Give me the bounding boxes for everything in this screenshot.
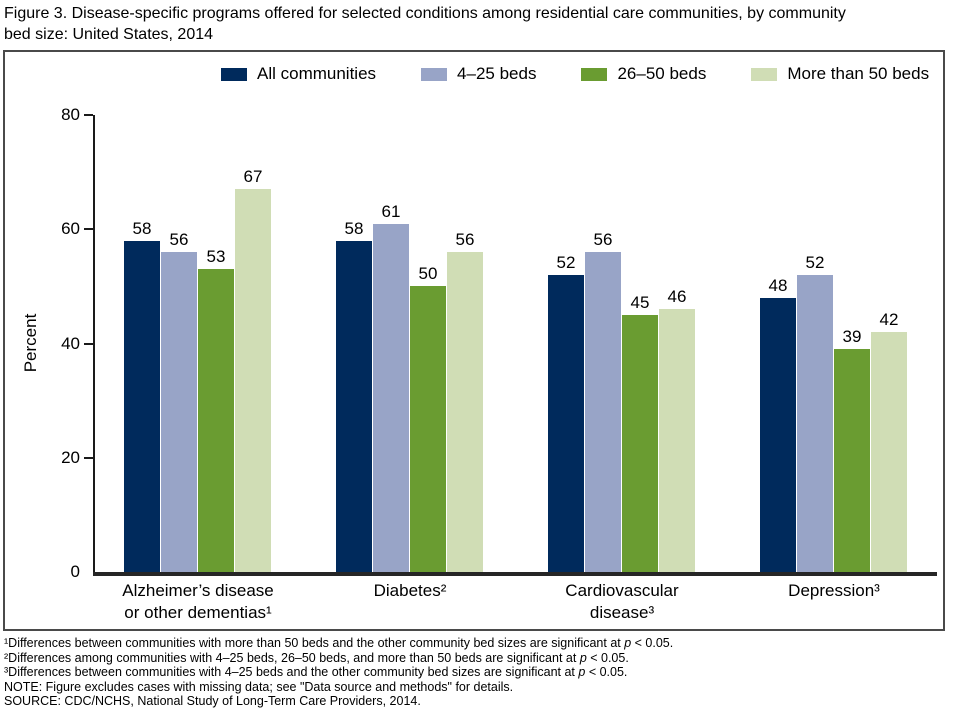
legend-item: 4–25 beds	[421, 64, 536, 84]
bar-column: 46	[659, 115, 695, 572]
bar-column: 58	[124, 115, 160, 572]
footnote-line: SOURCE: CDC/NCHS, National Study of Long…	[4, 694, 421, 708]
legend-swatch-icon	[581, 67, 608, 81]
bar-value-label: 58	[132, 218, 152, 238]
bar-column: 52	[797, 115, 833, 572]
legend-label: 26–50 beds	[617, 64, 707, 83]
bar-value-label: 39	[842, 327, 862, 347]
bar-value-label: 50	[418, 264, 438, 284]
bar-value-label: 42	[879, 310, 899, 330]
bar-column: 56	[447, 115, 483, 572]
figure-title-line2: bed size: United States, 2014	[4, 26, 214, 43]
figure-title-line1: Figure 3. Disease-specific programs offe…	[4, 5, 846, 22]
bar	[198, 269, 234, 572]
bar	[235, 189, 271, 572]
bar	[124, 240, 160, 572]
legend-item: All communities	[221, 64, 376, 84]
bar-value-label: 67	[243, 167, 263, 187]
bar-value-label: 56	[455, 230, 475, 250]
bar	[410, 286, 446, 572]
bar	[373, 223, 409, 572]
y-axis-line	[93, 115, 95, 574]
x-category-label: Alzheimer’s disease or other dementias¹	[122, 581, 274, 622]
bar-column: 48	[760, 115, 796, 572]
y-tick-mark	[84, 456, 93, 459]
y-tick-label: 60	[61, 219, 80, 239]
legend-label: More than 50 beds	[787, 64, 930, 83]
y-tick-label: 80	[61, 105, 80, 124]
bar-column: 58	[336, 115, 372, 572]
bar	[447, 252, 483, 572]
footnote-line: NOTE: Figure excludes cases with missing…	[4, 679, 514, 694]
bar-value-label: 48	[768, 275, 788, 295]
x-category-label: Depression³	[788, 581, 880, 600]
bar-column: 50	[410, 115, 446, 572]
bar	[834, 349, 870, 572]
y-tick-mark	[84, 228, 93, 231]
bar-group: 58 56 53 67	[124, 115, 271, 572]
bar	[659, 309, 695, 572]
bar-value-label: 52	[556, 252, 576, 272]
bar-column: 39	[834, 115, 870, 572]
bar	[622, 314, 658, 572]
chart-frame: All communities 4–25 beds 26–50 beds More t…	[3, 50, 945, 631]
bar-column: 56	[161, 115, 197, 572]
bar-value-label: 52	[805, 252, 825, 272]
y-tick-label: 0	[70, 562, 80, 581]
bar-value-label: 45	[630, 292, 650, 312]
footnote-line: ³Differences between communities with 4–…	[4, 665, 628, 679]
legend-label: All communities	[257, 64, 377, 83]
bar-column: 56	[585, 115, 621, 572]
legend-swatch-icon	[221, 67, 247, 81]
bar-column: 53	[198, 115, 234, 572]
bar	[548, 274, 584, 572]
bar-value-label: 56	[593, 230, 613, 250]
bar	[161, 252, 197, 572]
legend-swatch-icon	[421, 67, 448, 81]
legend-swatch-icon	[751, 67, 778, 81]
bar	[760, 297, 796, 572]
footnote-line: ²Differences among communities with 4–25…	[4, 650, 629, 665]
y-tick-mark	[84, 342, 93, 345]
y-tick-mark	[84, 114, 93, 116]
legend-item: More than 50 beds	[751, 64, 929, 84]
bar-group: 58 61 50 56	[336, 115, 483, 572]
y-tick-label: 40	[61, 333, 80, 353]
x-axis-line	[93, 572, 937, 576]
x-category-label: Cardiovascular disease³	[565, 581, 679, 622]
footnotes: ¹Differences between communities with mo…	[4, 636, 954, 709]
bar-value-label: 56	[169, 230, 189, 250]
bar-column: 67	[235, 115, 271, 572]
plot-area: 58 56 53 67 58 61 50 56 52 56 45 46 48 52 39 42	[95, 115, 935, 572]
bar-value-label: 58	[344, 218, 364, 238]
chart-legend: All communities 4–25 beds 26–50 beds More t…	[221, 64, 929, 84]
bar-column: 42	[871, 115, 907, 572]
bar	[336, 240, 372, 572]
bar-value-label: 46	[667, 287, 687, 307]
footnote-line: ¹Differences between communities with mo…	[4, 636, 674, 650]
bar-column: 45	[622, 115, 658, 572]
bar-group: 48 52 39 42	[760, 115, 907, 572]
bar	[585, 252, 621, 572]
bar	[871, 332, 907, 572]
legend-label: 4–25 beds	[457, 64, 537, 83]
bar-value-label: 61	[381, 201, 401, 221]
bar-value-label: 53	[206, 247, 226, 267]
x-category-label: Diabetes²	[373, 581, 447, 600]
legend-item: 26–50 beds	[581, 64, 706, 84]
figure-title: Figure 3. Disease-specific programs offe…	[4, 3, 954, 45]
bar-group: 52 56 45 46	[548, 115, 695, 572]
y-tick-label: 20	[61, 447, 80, 467]
bar	[797, 274, 833, 572]
bar-column: 61	[373, 115, 409, 572]
bar-column: 52	[548, 115, 584, 572]
